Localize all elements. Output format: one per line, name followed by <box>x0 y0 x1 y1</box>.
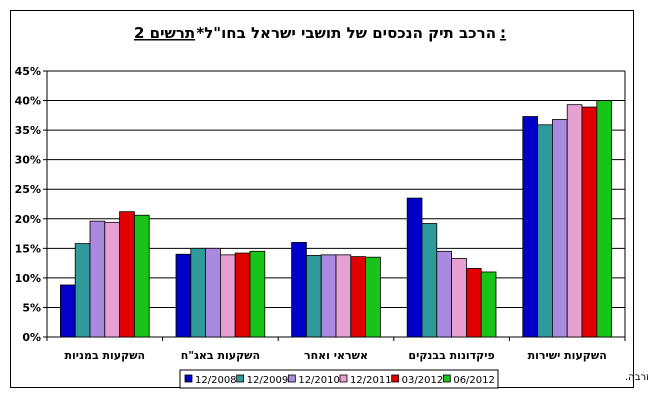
bar <box>89 220 106 338</box>
bar <box>451 257 467 338</box>
y-tick-label: 25% <box>15 183 41 196</box>
legend-label: 12/2010 <box>298 375 340 386</box>
bar <box>406 197 423 338</box>
bar <box>537 124 553 338</box>
bar <box>480 271 497 338</box>
bar <box>522 116 538 338</box>
legend-label: 06/2012 <box>453 375 495 386</box>
legend-box <box>179 369 499 389</box>
legend-label: 12/2008 <box>195 375 237 386</box>
bar <box>465 268 482 338</box>
y-axis-ticks: 0% 5% 10% 15% 20% 25% 30% 35% 40% 45% <box>15 65 41 344</box>
y-tick-label: 5% <box>22 301 41 314</box>
legend-label: 12/2009 <box>247 375 289 386</box>
bars <box>60 100 612 338</box>
bar <box>190 247 207 338</box>
legend-swatch <box>391 374 400 383</box>
y-tick-label: 15% <box>15 242 41 255</box>
category-label: השקעות במניות <box>64 349 145 362</box>
bar <box>291 242 307 338</box>
legend-label: 03/2012 <box>402 375 444 386</box>
bar <box>581 106 598 338</box>
bar <box>219 254 236 338</box>
footnote: *לא כולל נכסי רזרבה. <box>625 372 648 383</box>
chart-title-main: הרכב תיק הנכסים של תושבי ישראל בחו"ל* <box>196 24 496 42</box>
bar <box>365 256 381 338</box>
category-label: פיקדונות בבנקים <box>408 349 494 362</box>
bar <box>596 100 612 338</box>
legend-swatch <box>236 374 245 383</box>
y-tick-label: 20% <box>15 213 41 226</box>
y-tick-label: 30% <box>15 154 41 167</box>
bar <box>552 119 568 338</box>
y-tick-label: 45% <box>15 65 41 78</box>
bar <box>335 254 352 338</box>
legend-swatch <box>339 374 348 383</box>
bar <box>104 221 121 338</box>
bar <box>133 214 150 338</box>
bar <box>249 250 266 338</box>
y-tick-label: 10% <box>15 272 41 285</box>
y-tick-label: 35% <box>15 124 41 137</box>
y-tick-label: 0% <box>22 331 41 344</box>
bar <box>60 284 76 338</box>
y-tick-label: 40% <box>15 95 41 108</box>
chart-title: הרכב תיק הנכסים של תושבי ישראל בחו"ל* תר… <box>134 24 506 42</box>
bar <box>175 253 192 338</box>
bar <box>205 247 221 338</box>
category-label: השקעות ישירות <box>528 349 607 362</box>
category-label: אשראי ואחר <box>304 349 368 362</box>
legend: 12/2008 12/2009 12/2010 12/2011 03/2012 06/20… <box>179 369 499 389</box>
legend-swatch <box>184 374 193 383</box>
legend-swatch <box>287 374 296 383</box>
bar <box>436 250 452 338</box>
bar <box>421 223 438 338</box>
bar <box>234 252 251 338</box>
bar <box>74 243 91 338</box>
legend-label: 12/2011 <box>350 375 392 386</box>
x-axis-categories: השקעות במניות השקעות באג"ח אשראי ואחר פיקדו… <box>64 349 606 362</box>
bar <box>350 256 366 338</box>
bar <box>566 104 583 338</box>
category-label: השקעות באג"ח <box>181 349 260 362</box>
bar <box>305 255 322 338</box>
bar <box>119 211 135 338</box>
legend-swatch <box>442 374 451 383</box>
bar <box>320 254 337 338</box>
